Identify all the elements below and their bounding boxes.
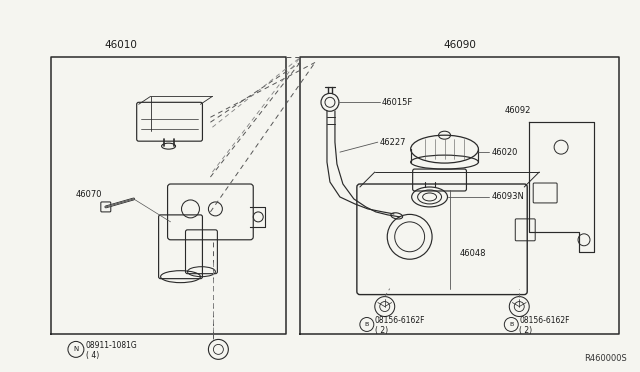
Text: 46090: 46090: [443, 39, 476, 49]
Text: R460000S: R460000S: [584, 355, 627, 363]
Text: ( 4): ( 4): [86, 351, 99, 360]
Text: 46020: 46020: [492, 148, 518, 157]
Text: 46015F: 46015F: [382, 98, 413, 107]
Text: B: B: [509, 322, 513, 327]
Text: 46093N: 46093N: [492, 192, 524, 202]
Text: 46070: 46070: [76, 190, 102, 199]
Text: N: N: [74, 346, 79, 352]
Text: 08156-6162F: 08156-6162F: [519, 316, 570, 325]
Text: 08911-1081G: 08911-1081G: [86, 341, 138, 350]
Text: 46048: 46048: [460, 249, 486, 258]
Text: B: B: [365, 322, 369, 327]
Text: 46092: 46092: [504, 106, 531, 115]
Text: ( 2): ( 2): [519, 326, 532, 335]
Text: ( 2): ( 2): [375, 326, 388, 335]
Text: 46227: 46227: [380, 138, 406, 147]
Text: 08156-6162F: 08156-6162F: [375, 316, 426, 325]
Text: 46010: 46010: [104, 39, 137, 49]
